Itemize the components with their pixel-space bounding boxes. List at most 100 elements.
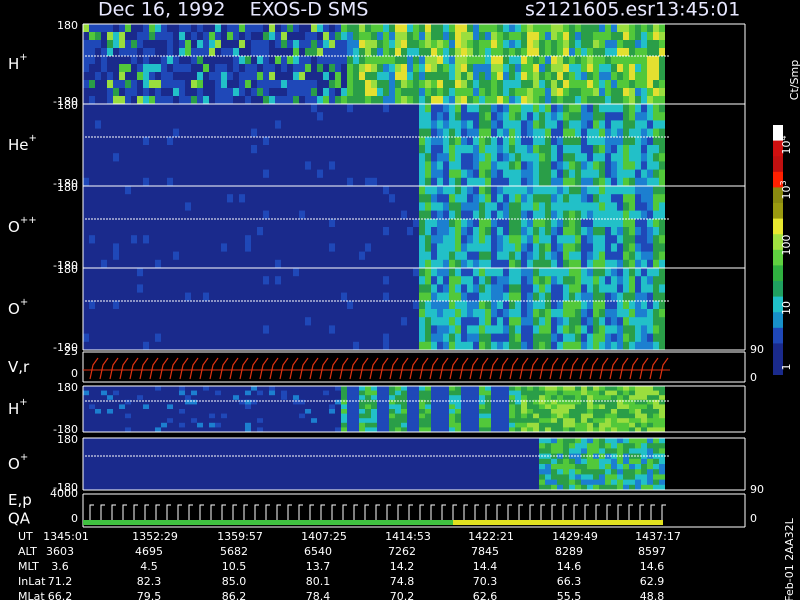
spectrogram-cell	[353, 210, 359, 220]
spectrogram-cell	[485, 161, 491, 171]
spectrogram-cell	[149, 413, 155, 419]
spectrogram-cell	[125, 177, 131, 187]
spectrogram-cell	[461, 399, 467, 405]
spectrogram-cell	[425, 145, 431, 154]
spectrogram-cell	[137, 458, 143, 465]
spectrogram-cell	[581, 202, 587, 212]
spectrogram-cell	[599, 56, 605, 65]
spectrogram-cell	[149, 259, 155, 269]
spectrogram-cell	[401, 210, 407, 220]
spectrogram-cell	[545, 399, 551, 405]
spectrogram-cell	[233, 418, 239, 424]
spectrogram-cell	[431, 386, 437, 392]
spectrogram-cell	[593, 309, 599, 318]
spectrogram-cell	[299, 259, 305, 269]
spectrogram-cell	[329, 395, 335, 401]
spectrogram-cell	[653, 64, 659, 73]
spectrogram-cell	[83, 120, 89, 130]
spectrogram-cell	[461, 32, 467, 41]
spectrogram-cell	[539, 210, 545, 220]
spectrogram-cell	[251, 259, 257, 269]
spectrogram-cell	[215, 284, 221, 294]
spectrogram-cell	[371, 409, 377, 415]
spectrogram-cell	[95, 80, 101, 89]
spectrogram-cell	[137, 448, 143, 455]
spectrogram-cell	[599, 194, 605, 203]
spectrogram-cell	[413, 259, 419, 269]
spectrogram-cell	[239, 317, 245, 326]
spectrogram-cell	[161, 292, 167, 302]
spectrogram-cell	[107, 96, 113, 105]
spectrogram-cell	[275, 276, 281, 285]
spectrogram-cell	[563, 88, 569, 97]
spectrogram-cell	[587, 40, 593, 49]
spectrogram-cell	[437, 317, 443, 326]
spectrogram-cell	[533, 404, 539, 410]
spectrogram-cell	[557, 186, 563, 195]
spectrogram-cell	[659, 422, 665, 428]
spectrogram-cell	[419, 120, 425, 130]
spectrogram-cell	[371, 300, 377, 310]
spectrogram-cell	[473, 96, 479, 105]
spectrogram-cell	[137, 235, 143, 244]
spectrogram-cell	[659, 395, 665, 401]
spectrogram-cell	[557, 56, 563, 65]
spectrogram-cell	[329, 413, 335, 419]
spectrogram-cell	[413, 418, 419, 424]
spectrogram-cell	[605, 317, 611, 326]
spectrogram-cell	[221, 422, 227, 428]
spectrogram-cell	[623, 96, 629, 105]
spectrogram-cell	[659, 80, 665, 89]
spectrogram-cell	[299, 284, 305, 294]
spectrogram-cell	[167, 422, 173, 428]
spectrogram-cell	[611, 341, 617, 351]
spectrogram-cell	[359, 268, 365, 277]
spectrogram-cell	[113, 235, 119, 244]
spectrogram-cell	[383, 96, 389, 105]
spectrogram-cell	[503, 32, 509, 41]
spectrogram-cell	[635, 194, 641, 203]
spectrogram-cell	[401, 268, 407, 277]
spectrogram-cell	[347, 48, 353, 57]
spectrogram-cell	[203, 341, 209, 351]
spectrogram-cell	[437, 292, 443, 302]
spectrogram-cell	[425, 80, 431, 89]
spectrogram-cell	[161, 300, 167, 310]
spectrogram-cell	[101, 276, 107, 285]
spectrogram-cell	[491, 210, 497, 220]
spectrogram-cell	[95, 404, 101, 410]
spectrogram-cell	[425, 96, 431, 105]
spectrogram-cell	[605, 80, 611, 89]
spectrogram-cell	[83, 309, 89, 318]
spectrogram-cell	[449, 128, 455, 138]
spectrogram-cell	[617, 251, 623, 261]
spectrogram-cell	[479, 96, 485, 105]
spectrogram-cell	[317, 210, 323, 220]
spectrogram-cell	[299, 300, 305, 310]
spectrogram-cell	[293, 227, 299, 236]
spectrogram-cell	[311, 404, 317, 410]
spectrogram-cell	[431, 276, 437, 285]
spectrogram-cell	[191, 395, 197, 401]
spectrogram-cell	[443, 161, 449, 171]
spectrogram-cell	[329, 104, 335, 113]
spectrogram-cell	[413, 161, 419, 171]
spectrogram-cell	[467, 404, 473, 410]
spectrogram-cell	[623, 186, 629, 195]
spectrogram-cell	[113, 48, 119, 57]
spectrogram-cell	[317, 404, 323, 410]
spectrogram-cell	[305, 251, 311, 261]
spectrogram-cell	[155, 120, 161, 130]
spectrogram-cell	[629, 64, 635, 73]
spectrogram-cell	[377, 427, 383, 433]
spectrogram-cell	[413, 56, 419, 65]
spectrogram-cell	[629, 227, 635, 236]
spectrogram-cell	[455, 120, 461, 130]
spectrogram-cell	[533, 243, 539, 253]
spectrogram-cell	[299, 276, 305, 285]
spectrogram-cell	[305, 292, 311, 302]
spectrogram-cell	[137, 484, 143, 491]
spectrogram-cell	[473, 202, 479, 212]
spectrogram-cell	[257, 418, 263, 424]
spectrogram-cell	[299, 427, 305, 433]
